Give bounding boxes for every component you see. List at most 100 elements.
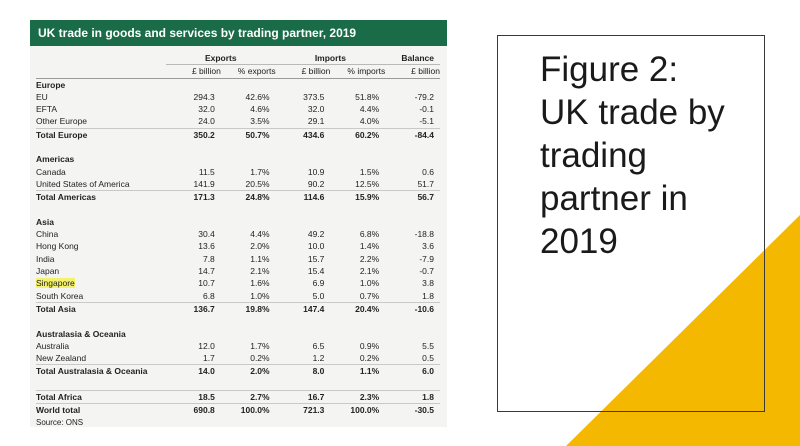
- exports-pct: 1.0%: [250, 290, 270, 301]
- section-header-row: Australasia & Oceania: [36, 328, 440, 340]
- exports-value: 1.7: [202, 353, 215, 364]
- row-label: Total Asia: [36, 301, 166, 316]
- table-row: South Korea 6.8 1.0% 5.0 0.7% 1.8: [36, 290, 440, 303]
- imports-value: 5.0: [312, 290, 325, 301]
- table-row: Hong Kong 13.6 2.0% 10.0 1.4% 3.6: [36, 240, 440, 252]
- imports-pct: 4.0%: [359, 116, 380, 127]
- balance-value: 6.0: [385, 364, 440, 378]
- exports-pct: 2.0%: [250, 241, 270, 252]
- exports-pct: 3.5%: [250, 116, 270, 127]
- figure-title-line-2: UK trade by: [540, 93, 725, 132]
- exports-pct: 100.0%: [220, 403, 276, 417]
- table-row: India 7.8 1.1% 15.7 2.2% -7.9: [36, 253, 440, 265]
- imports-value: 10.9: [307, 166, 325, 177]
- balance-value: -84.4: [385, 127, 440, 142]
- exports-value: 7.8: [202, 253, 215, 264]
- exports-pct: 2.1%: [250, 266, 270, 277]
- exports-pct: 1.6%: [250, 278, 270, 289]
- row-label: India: [36, 253, 55, 264]
- row-spacer: [36, 204, 440, 216]
- section-title: Americas: [36, 154, 75, 165]
- column-group-header-row: Exports Imports Balance: [36, 52, 440, 66]
- row-label: EFTA: [36, 104, 58, 115]
- exports-value: 14.0: [166, 364, 221, 378]
- label-column-header: [36, 52, 166, 65]
- highlighted-label: Singapore: [36, 278, 75, 289]
- imports-pct-unit: % imports: [330, 64, 386, 79]
- balance-group-header: Balance: [385, 52, 440, 66]
- row-label: Japan: [36, 266, 60, 277]
- section-header-row: Americas: [36, 153, 440, 165]
- row-label: China: [36, 229, 59, 240]
- exports-pct: 0.2%: [250, 353, 270, 364]
- exports-pct: 1.7%: [250, 166, 270, 177]
- imports-value-unit: £ billion: [275, 64, 331, 79]
- balance-value: 5.5: [422, 340, 434, 351]
- trade-table-body: Europe EU 294.3 42.6% 373.5 51.8% -79.2 EFTA 32.…: [36, 78, 440, 429]
- balance-value: -0.7: [419, 266, 434, 277]
- imports-pct: 15.9%: [330, 190, 386, 204]
- exports-value: 294.3: [193, 91, 215, 102]
- imports-value: 1.2: [312, 353, 325, 364]
- exports-pct: 50.7%: [220, 127, 276, 142]
- imports-pct: 4.4%: [359, 104, 380, 115]
- section-title: Australasia & Oceania: [36, 328, 126, 339]
- imports-pct: 0.7%: [359, 290, 380, 301]
- imports-value: 373.5: [303, 91, 325, 102]
- total-row: Total Europe 350.2 50.7% 434.6 60.2% -84.4: [36, 127, 440, 142]
- balance-value: 56.7: [385, 190, 440, 204]
- exports-pct: 4.4%: [250, 229, 270, 240]
- exports-pct-unit: % exports: [220, 64, 276, 79]
- exports-pct: 1.1%: [250, 253, 270, 264]
- imports-value: 15.7: [307, 253, 325, 264]
- imports-value: 114.6: [275, 190, 331, 204]
- exports-pct: 1.7%: [250, 340, 270, 351]
- spacer-cell: [36, 204, 440, 216]
- row-label: Total Europe: [36, 127, 166, 142]
- figure-title-line-1: Figure 2:: [540, 50, 679, 89]
- imports-value: 29.1: [307, 116, 325, 127]
- table-row: EU 294.3 42.6% 373.5 51.8% -79.2: [36, 91, 440, 103]
- imports-value: 15.4: [307, 266, 325, 277]
- imports-value: 6.5: [312, 340, 325, 351]
- accent-triangle-shape: [566, 215, 800, 446]
- balance-value: 3.6: [422, 241, 434, 252]
- exports-value: 18.5: [166, 390, 221, 404]
- imports-value: 90.2: [307, 178, 325, 189]
- exports-value: 10.7: [198, 278, 215, 289]
- exports-group-header: Exports: [166, 52, 276, 66]
- exports-value: 24.0: [198, 116, 215, 127]
- total-row: Total Asia 136.7 19.8% 147.4 20.4% -10.6: [36, 301, 440, 316]
- table-row: Japan 14.7 2.1% 15.4 2.1% -0.7: [36, 265, 440, 277]
- exports-pct: 2.7%: [220, 390, 276, 404]
- table-row: New Zealand 1.7 0.2% 1.2 0.2% 0.5: [36, 352, 440, 365]
- exports-pct: 4.6%: [250, 104, 270, 115]
- total-row: Total Africa 18.5 2.7% 16.7 2.3% 1.8: [36, 390, 440, 404]
- imports-value: 32.0: [307, 104, 325, 115]
- row-label: South Korea: [36, 290, 84, 301]
- trade-table-panel: UK trade in goods and services by tradin…: [30, 20, 447, 427]
- row-label: EU: [36, 91, 48, 102]
- table-row: China 30.4 4.4% 49.2 6.8% -18.8: [36, 228, 440, 240]
- balance-value: -79.2: [414, 91, 434, 102]
- exports-value: 350.2: [166, 127, 221, 142]
- spacer-cell: [36, 378, 440, 391]
- balance-value: 0.6: [422, 166, 434, 177]
- row-label: Total Americas: [36, 190, 166, 204]
- imports-group-header: Imports: [275, 52, 386, 66]
- table-row: Canada 11.5 1.7% 10.9 1.5% 0.6: [36, 166, 440, 178]
- figure-title-line-4: partner in: [540, 179, 688, 218]
- exports-value: 12.0: [198, 340, 215, 351]
- exports-pct: 24.8%: [220, 190, 276, 204]
- exports-pct: 42.6%: [245, 91, 270, 102]
- section-header-row: Europe: [36, 78, 440, 91]
- row-label: Canada: [36, 166, 66, 177]
- imports-pct: 100.0%: [330, 403, 386, 417]
- exports-value: 6.8: [202, 290, 215, 301]
- trade-table: Exports Imports Balance £ billion % expo…: [36, 52, 440, 429]
- figure-title-frame: [497, 35, 765, 412]
- table-row: Singapore 10.7 1.6% 6.9 1.0% 3.8: [36, 277, 440, 289]
- row-spacer: [36, 315, 440, 327]
- table-row: United States of America 141.9 20.5% 90.2 12…: [36, 178, 440, 191]
